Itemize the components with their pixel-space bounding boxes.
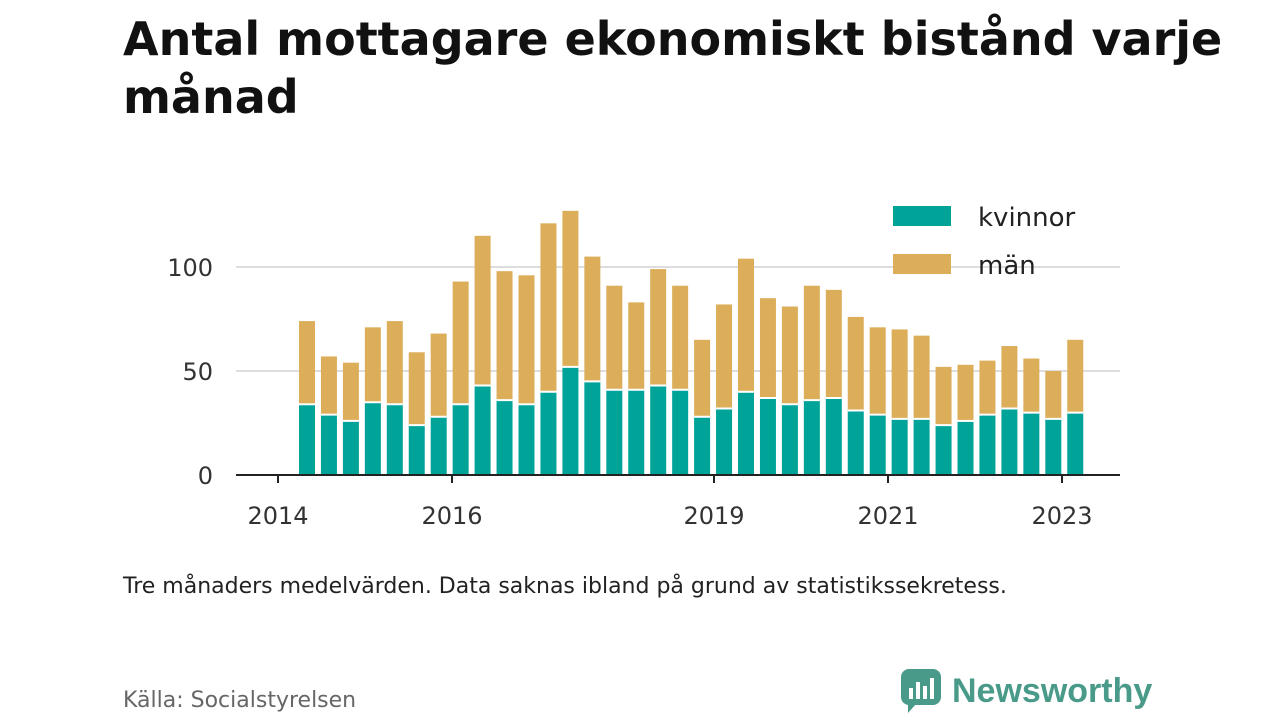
bar-man: [299, 321, 315, 405]
bar-kvinnor: [672, 389, 689, 475]
legend-label-man: män: [978, 251, 1036, 281]
bar-kvinnor: [847, 410, 864, 475]
bar-kvinnor: [408, 425, 425, 475]
bar-man: [759, 298, 776, 399]
x-tick-label: 2023: [1031, 502, 1092, 530]
bar-kvinnor: [320, 414, 337, 475]
bar-man: [869, 327, 886, 415]
bar-man: [606, 285, 623, 390]
brand-logo: Newsworthy: [900, 668, 1152, 714]
bar-kvinnor: [738, 391, 754, 475]
bar-kvinnor: [430, 416, 447, 475]
chart-title: Antal mottagare ekonomiskt bistånd varje…: [123, 12, 1223, 124]
x-tick-label: 2016: [421, 502, 482, 530]
bar-kvinnor: [979, 414, 996, 475]
bar-man: [1023, 358, 1040, 413]
bar-kvinnor: [540, 391, 557, 475]
bar-kvinnor: [694, 416, 711, 475]
legend-swatch-man: [893, 254, 951, 274]
bar-kvinnor: [342, 420, 359, 475]
bar-kvinnor: [299, 404, 315, 475]
bar-kvinnor: [584, 381, 601, 475]
bar-man: [430, 333, 447, 417]
bar-kvinnor: [474, 385, 491, 475]
bar-man: [320, 356, 337, 415]
bar-man: [957, 364, 974, 421]
bar-man: [496, 271, 513, 401]
bar-man: [1067, 339, 1084, 413]
bar-kvinnor: [364, 402, 381, 475]
bar-man: [694, 339, 711, 417]
bar-kvinnor: [518, 404, 535, 475]
bar-man: [1001, 346, 1018, 409]
bar-man: [847, 316, 864, 411]
bar-man: [913, 335, 930, 419]
bar-man: [342, 362, 359, 421]
bar-man: [738, 258, 754, 392]
bar-man: [584, 256, 601, 382]
bar-kvinnor: [452, 404, 469, 475]
bar-kvinnor: [913, 418, 930, 475]
bar-kvinnor: [869, 414, 886, 475]
legend-swatch-kvinnor: [893, 206, 951, 226]
x-tick-label: 2019: [683, 502, 744, 530]
x-tick-label: 2021: [857, 502, 918, 530]
brand-name: Newsworthy: [952, 671, 1153, 710]
bar-man: [803, 285, 820, 401]
bar-man: [650, 269, 667, 386]
bar-kvinnor: [716, 408, 733, 475]
bar-man: [364, 327, 381, 403]
bar-kvinnor: [781, 404, 798, 475]
bar-kvinnor: [1067, 412, 1084, 475]
bar-kvinnor: [935, 425, 952, 475]
bar-man: [891, 329, 908, 419]
bar-man: [1045, 371, 1062, 419]
bar-man: [979, 360, 996, 415]
bar-kvinnor: [1023, 412, 1040, 475]
bar-man: [518, 275, 535, 405]
bar-kvinnor: [628, 389, 645, 475]
bar-kvinnor: [496, 400, 513, 475]
bar-man: [672, 285, 689, 390]
x-tick-label: 2014: [247, 502, 308, 530]
bar-kvinnor: [386, 404, 403, 475]
chart-note: Tre månaders medelvärden. Data saknas ib…: [123, 574, 1007, 599]
bar-man: [825, 289, 842, 399]
y-tick-label: 100: [167, 254, 213, 282]
y-tick-label: 50: [182, 358, 213, 386]
bar-kvinnor: [803, 400, 820, 475]
bar-kvinnor: [1045, 418, 1062, 475]
bar-man: [628, 302, 645, 390]
bar-man: [935, 366, 952, 426]
bar-man: [408, 352, 425, 426]
legend-label-kvinnor: kvinnor: [978, 203, 1076, 233]
bar-man: [386, 321, 403, 405]
bar-man: [540, 223, 557, 392]
y-tick-label: 0: [198, 462, 213, 490]
bar-kvinnor: [759, 398, 776, 475]
bar-man: [562, 210, 579, 367]
newsworthy-logo-icon: [901, 669, 941, 713]
bar-kvinnor: [650, 385, 667, 475]
bar-kvinnor: [891, 418, 908, 475]
bar-kvinnor: [606, 389, 623, 475]
bar-kvinnor: [957, 420, 974, 475]
source-text: Källa: Socialstyrelsen: [123, 688, 357, 713]
bar-man: [474, 235, 491, 386]
bar-man: [452, 281, 469, 405]
bar-man: [716, 304, 733, 409]
bar-kvinnor: [562, 366, 579, 475]
bar-kvinnor: [825, 398, 842, 475]
bar-man: [781, 306, 798, 405]
bar-kvinnor: [1001, 408, 1018, 475]
